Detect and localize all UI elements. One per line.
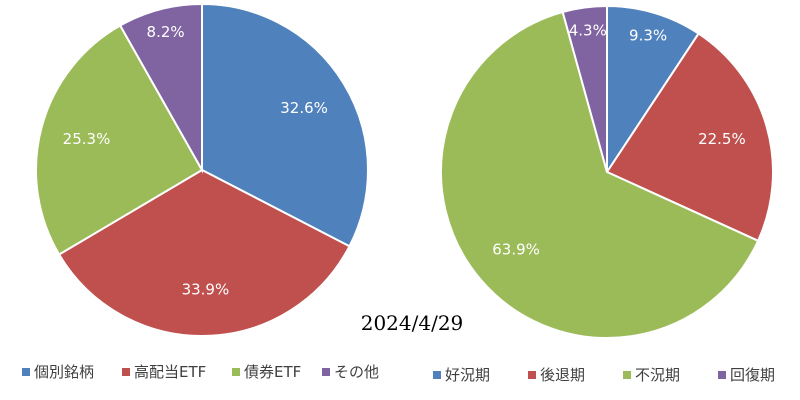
pie-chart-business-cycle: 9.3% 22.5% 63.9% 4.3%	[440, 4, 774, 339]
legend-0-label-0: 個別銘柄	[34, 363, 94, 381]
pie-0-slice-2	[35, 24, 204, 256]
pie-0-slice-3	[118, 2, 203, 174]
legend-0-label-1: 高配当ETF	[134, 363, 206, 381]
pie-1-slice-2-label: 63.9%	[492, 241, 540, 259]
legend-1-label-3: 回復期	[730, 366, 775, 384]
legend-0-swatch-1	[122, 368, 130, 376]
pie-0-slice-0	[201, 2, 369, 248]
pie-0-slice-1	[57, 168, 351, 337]
pie-0-slice-1-label: 33.9%	[182, 281, 230, 299]
legend-1-swatch-3	[718, 371, 726, 379]
date-label: 2024/4/29	[361, 311, 464, 335]
pie-1-slice-2	[440, 10, 760, 339]
legend-1-label-2: 不況期	[635, 366, 680, 384]
legend-1-swatch-1	[528, 371, 536, 379]
legend-0-swatch-3	[322, 368, 330, 376]
legend-1-swatch-0	[433, 371, 441, 379]
legend-business-cycle: 好況期 後退期 不況期 回復期	[433, 366, 775, 384]
pie-1-slice-1-label: 22.5%	[698, 130, 746, 148]
pie-0-slice-0-label: 32.6%	[280, 99, 328, 117]
pie-0-slice-3-label: 8.2%	[147, 23, 185, 41]
pie-chart-portfolio: 32.6% 33.9% 25.3% 8.2%	[35, 2, 369, 337]
legend-0-label-2: 債券ETF	[244, 363, 301, 381]
legend-1-swatch-2	[623, 371, 631, 379]
legend-0-swatch-0	[22, 368, 30, 376]
pie-0-slice-2-label: 25.3%	[63, 130, 111, 148]
pie-1-slice-3-label: 4.3%	[569, 22, 607, 40]
legend-0-label-3: その他	[334, 363, 379, 381]
pie-1-slice-1	[605, 32, 774, 243]
pie-1-slice-0-label: 9.3%	[629, 26, 667, 44]
pie-1-slice-3	[561, 4, 608, 173]
legend-1-label-0: 好況期	[445, 366, 490, 384]
legend-portfolio: 個別銘柄 高配当ETF 債券ETF その他	[22, 363, 379, 381]
pie-1-slice-0	[606, 4, 700, 176]
legend-1-label-1: 後退期	[540, 366, 585, 384]
legend-0-swatch-2	[232, 368, 240, 376]
